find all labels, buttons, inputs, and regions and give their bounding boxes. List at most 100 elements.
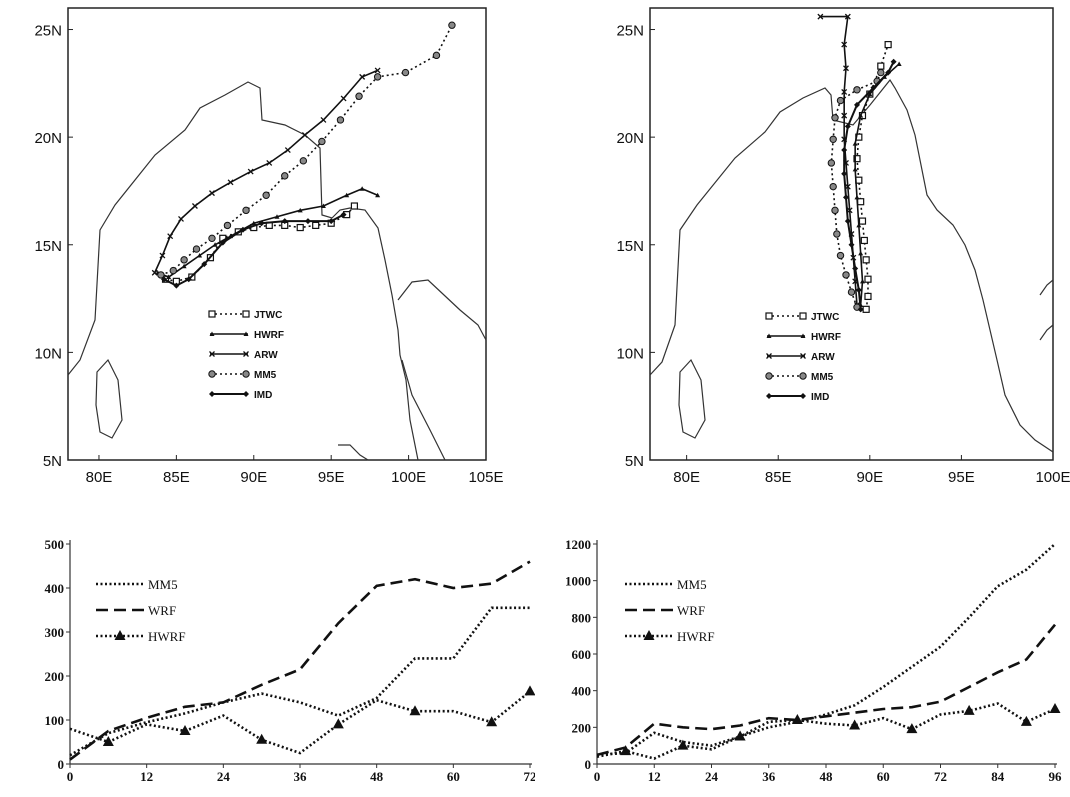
series-line-wrf <box>69 560 531 761</box>
track-point-jtwc <box>864 292 872 301</box>
track-point-arw <box>191 203 198 209</box>
x-tick-label: 36 <box>762 769 776 784</box>
legend-marker <box>766 353 772 359</box>
track-point-jtwc <box>862 305 870 313</box>
track-point-arw <box>151 269 158 276</box>
track-point-jtwc <box>862 256 870 264</box>
track-point-mm5 <box>836 251 845 260</box>
series-line-mm5 <box>69 606 530 757</box>
track-line-mm5 <box>160 24 453 276</box>
track-point-mm5 <box>842 271 850 279</box>
x-tick-label: 24 <box>705 769 719 784</box>
y-tick-label: 10N <box>34 345 62 362</box>
track-point-imd <box>258 220 265 227</box>
track-point-hwrf <box>858 250 864 256</box>
legend-marker <box>765 312 773 320</box>
track-point-mm5 <box>448 21 456 29</box>
track-point-mm5 <box>432 51 441 60</box>
legend-item-hwrf: HWRF <box>625 629 715 644</box>
error-chart-right: 0 200 400 600 800 1000 1200 0 12 24 36 48 60 72 84 96 M… <box>565 537 1062 784</box>
legend-item-mm5: MM5 <box>208 370 277 381</box>
x-tick-label: 60 <box>447 769 460 784</box>
track-map-left: 80E 85E 90E 95E 100E 105E 5N 10N 15N 20N 25N JTWC H… <box>34 7 504 486</box>
legend-label: ARW <box>811 352 835 363</box>
track-line-jtwc <box>165 205 356 283</box>
x-tick-label: 105E <box>468 469 503 486</box>
track-point-imd <box>304 218 311 225</box>
legend-item-imd: IMD <box>766 392 829 403</box>
track-point-hwrf <box>166 274 172 280</box>
track-hwrf <box>852 61 902 308</box>
track-point-hwrf <box>858 113 864 118</box>
legend-label: MM5 <box>677 577 707 592</box>
track-point-hwrf <box>896 61 902 66</box>
track-point-mm5 <box>831 114 839 122</box>
legend-label: JTWC <box>254 310 282 321</box>
x-tick-label: 95E <box>318 469 345 486</box>
track-point-mm5 <box>373 73 382 81</box>
track-line-imd <box>843 61 895 310</box>
legend-item-hwrf: HWRF <box>766 332 841 343</box>
legend-label: MM5 <box>148 577 178 592</box>
track-point-hwrf <box>375 192 381 198</box>
track-point-arw <box>320 116 327 123</box>
series-point-hwrf <box>256 733 268 744</box>
series-point-hwrf <box>734 730 746 741</box>
y-tick-label: 400 <box>45 581 65 596</box>
legend-label: HWRF <box>148 629 186 644</box>
track-point-arw <box>209 190 215 197</box>
x-tick-label: 12 <box>140 769 153 784</box>
series-point-hwrf <box>620 745 632 756</box>
legend-label: ARW <box>254 350 278 361</box>
legend-marker <box>765 372 773 380</box>
track-point-mm5 <box>208 234 216 243</box>
legend-label: HWRF <box>811 332 841 343</box>
legend-marker <box>800 353 806 359</box>
legend-item-hwrf: HWRF <box>96 629 186 644</box>
track-point-hwrf <box>854 194 860 200</box>
error-chart-left: 0 100 200 300 400 500 0 12 24 36 48 60 72 MM5 WRF HWRF <box>45 537 536 784</box>
x-tick-label: 36 <box>294 769 308 784</box>
y-tick-label: 5N <box>625 453 644 470</box>
track-arw <box>151 67 381 276</box>
y-tick-label: 100 <box>45 713 65 728</box>
x-tick-label: 60 <box>877 769 890 784</box>
legend-marker <box>243 391 249 397</box>
track-point-hwrf <box>320 203 326 209</box>
track-jtwc <box>161 202 359 285</box>
track-point-imd <box>328 218 335 225</box>
track-point-arw <box>841 112 848 119</box>
series-point-hwrf <box>409 705 421 716</box>
x-tick-label: 84 <box>991 769 1005 784</box>
track-point-arw <box>301 132 308 138</box>
track-point-jtwc <box>858 217 867 225</box>
series-line-hwrf <box>596 702 1056 760</box>
legend-label: WRF <box>677 603 705 618</box>
track-point-mm5 <box>847 288 856 296</box>
legend-marker <box>243 351 249 357</box>
track-point-mm5 <box>833 230 841 238</box>
series-point-hwrf <box>1049 703 1061 713</box>
track-point-imd <box>219 239 226 246</box>
series-point-hwrf <box>791 714 803 724</box>
track-point-mm5 <box>336 116 345 124</box>
track-point-mm5 <box>401 68 410 77</box>
track-point-hwrf <box>297 207 303 213</box>
x-tick-label: 72 <box>524 769 536 784</box>
track-line-hwrf <box>157 187 378 278</box>
track-point-jtwc <box>350 202 359 210</box>
map-frame <box>649 7 1054 461</box>
track-point-jtwc <box>884 40 892 49</box>
track-point-imd <box>201 261 208 268</box>
series-line-hwrf <box>69 690 531 755</box>
track-point-arw <box>266 160 273 166</box>
legend-marker <box>243 331 249 336</box>
x-tick-label: 0 <box>594 769 601 784</box>
legend-item-wrf: WRF <box>96 603 176 618</box>
track-point-arw <box>340 95 347 102</box>
track-imd <box>160 211 347 289</box>
y-tick-label: 800 <box>572 610 592 625</box>
track-point-jtwc <box>853 155 861 163</box>
y-tick-label: 5N <box>43 453 62 470</box>
y-tick-label: 20N <box>616 130 644 147</box>
